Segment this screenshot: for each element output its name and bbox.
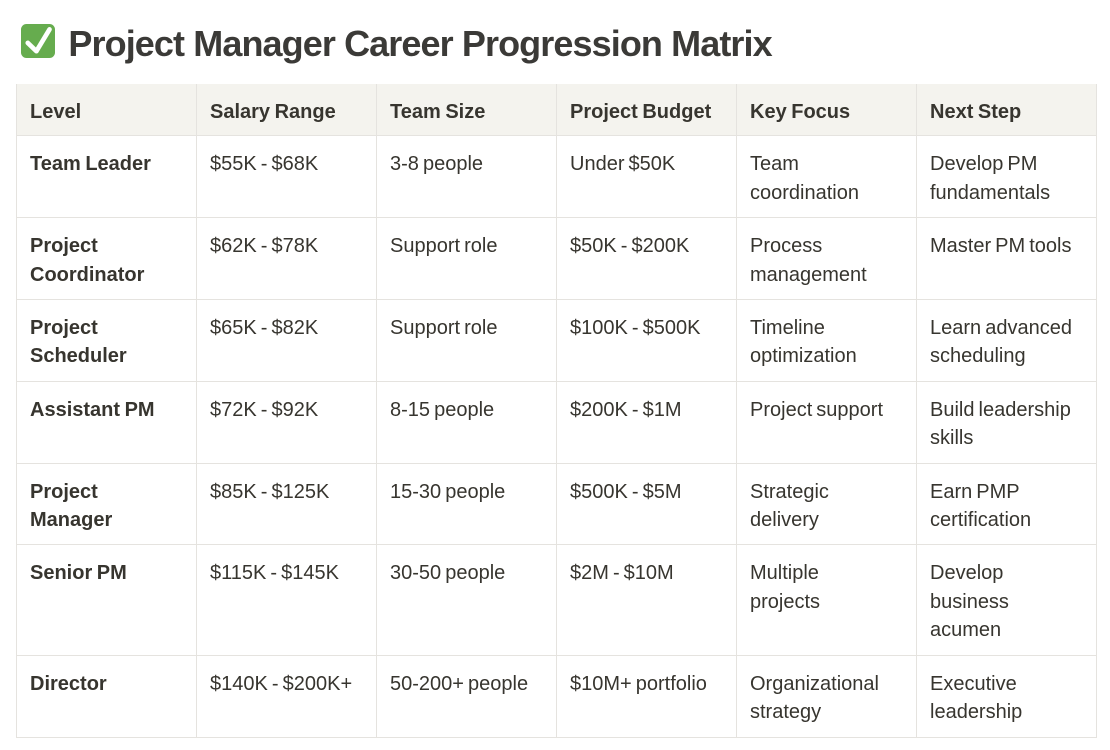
column-header-level: Level [16, 84, 197, 137]
cell-salary-range: $65K - $82K [196, 299, 377, 382]
cell-level: Director [16, 654, 197, 738]
table-header-row: Level Salary Range Team Size Project Budget… [16, 84, 1097, 137]
cell-team-size: 30-50 people [376, 544, 557, 656]
cell-salary-range: $85K - $125K [196, 462, 377, 546]
cell-level: Project Coordinator [16, 217, 197, 301]
cell-salary-range: $140K - $200K+ [196, 654, 377, 738]
cell-salary-range: $62K - $78K [196, 217, 377, 301]
cell-level: Assistant PM [16, 380, 197, 464]
column-header-team-size: Team Size [376, 84, 557, 137]
cell-salary-range: $55K - $68K [196, 135, 377, 219]
table-row: Senior PM $115K - $145K 30-50 people $2M - … [16, 544, 1097, 656]
cell-level: Team Leader [16, 135, 197, 219]
cell-level: Project Manager [16, 462, 197, 546]
cell-salary-range: $72K - $92K [196, 380, 377, 464]
cell-team-size: 15-30 people [376, 462, 557, 546]
cell-salary-range: $115K - $145K [196, 544, 377, 656]
cell-project-budget: $50K - $200K [556, 217, 737, 301]
cell-next-step: Learn advanced scheduling [916, 299, 1097, 382]
table-row: Project Scheduler $65K - $82K Support role… [16, 299, 1097, 382]
table-row: Director $140K - $200K+ 50-200+ people $10M… [16, 654, 1097, 738]
cell-team-size: 8-15 people [376, 380, 557, 464]
cell-key-focus: Organizational strategy [736, 654, 917, 738]
column-header-project-budget: Project Budget [556, 84, 737, 137]
table-row: Project Manager $85K - $125K 15-30 people $… [16, 462, 1097, 546]
cell-project-budget: $2M - $10M [556, 544, 737, 656]
cell-project-budget: $500K - $5M [556, 462, 737, 546]
cell-next-step: Earn PMP certification [916, 462, 1097, 546]
cell-next-step: Executive leadership [916, 654, 1097, 738]
cell-level: Senior PM [16, 544, 197, 656]
table-body: Team Leader $55K - $68K 3-8 people Under $5… [16, 135, 1097, 738]
cell-team-size: 3-8 people [376, 135, 557, 219]
cell-key-focus: Strategic delivery [736, 462, 917, 546]
cell-project-budget: Under $50K [556, 135, 737, 219]
cell-key-focus: Process management [736, 217, 917, 301]
cell-next-step: Master PM tools [916, 217, 1097, 301]
column-header-key-focus: Key Focus [736, 84, 917, 137]
cell-team-size: 50-200+ people [376, 654, 557, 738]
cell-next-step: Develop PM fundamentals [916, 135, 1097, 219]
cell-level: Project Scheduler [16, 299, 197, 382]
table-row: Team Leader $55K - $68K 3-8 people Under $5… [16, 135, 1097, 219]
table-row: Project Coordinator $62K - $78K Support ro… [16, 217, 1097, 301]
cell-key-focus: Timeline optimization [736, 299, 917, 382]
check-mark-icon-tick [25, 27, 52, 54]
page-title: Project Manager Career Progression Matri… [68, 23, 772, 64]
cell-project-budget: $200K - $1M [556, 380, 737, 464]
cell-key-focus: Team coordination [736, 135, 917, 219]
cell-team-size: Support role [376, 217, 557, 301]
career-progression-table: Level Salary Range Team Size Project Budget… [16, 84, 1097, 738]
column-header-next-step: Next Step [916, 84, 1097, 137]
cell-project-budget: $100K - $500K [556, 299, 737, 382]
check-mark-icon [21, 24, 55, 58]
cell-next-step: Develop business acumen [916, 544, 1097, 656]
cell-team-size: Support role [376, 299, 557, 382]
cell-key-focus: Multiple projects [736, 544, 917, 656]
cell-next-step: Build leadership skills [916, 380, 1097, 464]
column-header-salary-range: Salary Range [196, 84, 377, 137]
table-row: Assistant PM $72K - $92K 8-15 people $200K … [16, 380, 1097, 464]
cell-key-focus: Project support [736, 380, 917, 464]
cell-project-budget: $10M+ portfolio [556, 654, 737, 738]
table-header: Level Salary Range Team Size Project Budget… [16, 84, 1097, 137]
